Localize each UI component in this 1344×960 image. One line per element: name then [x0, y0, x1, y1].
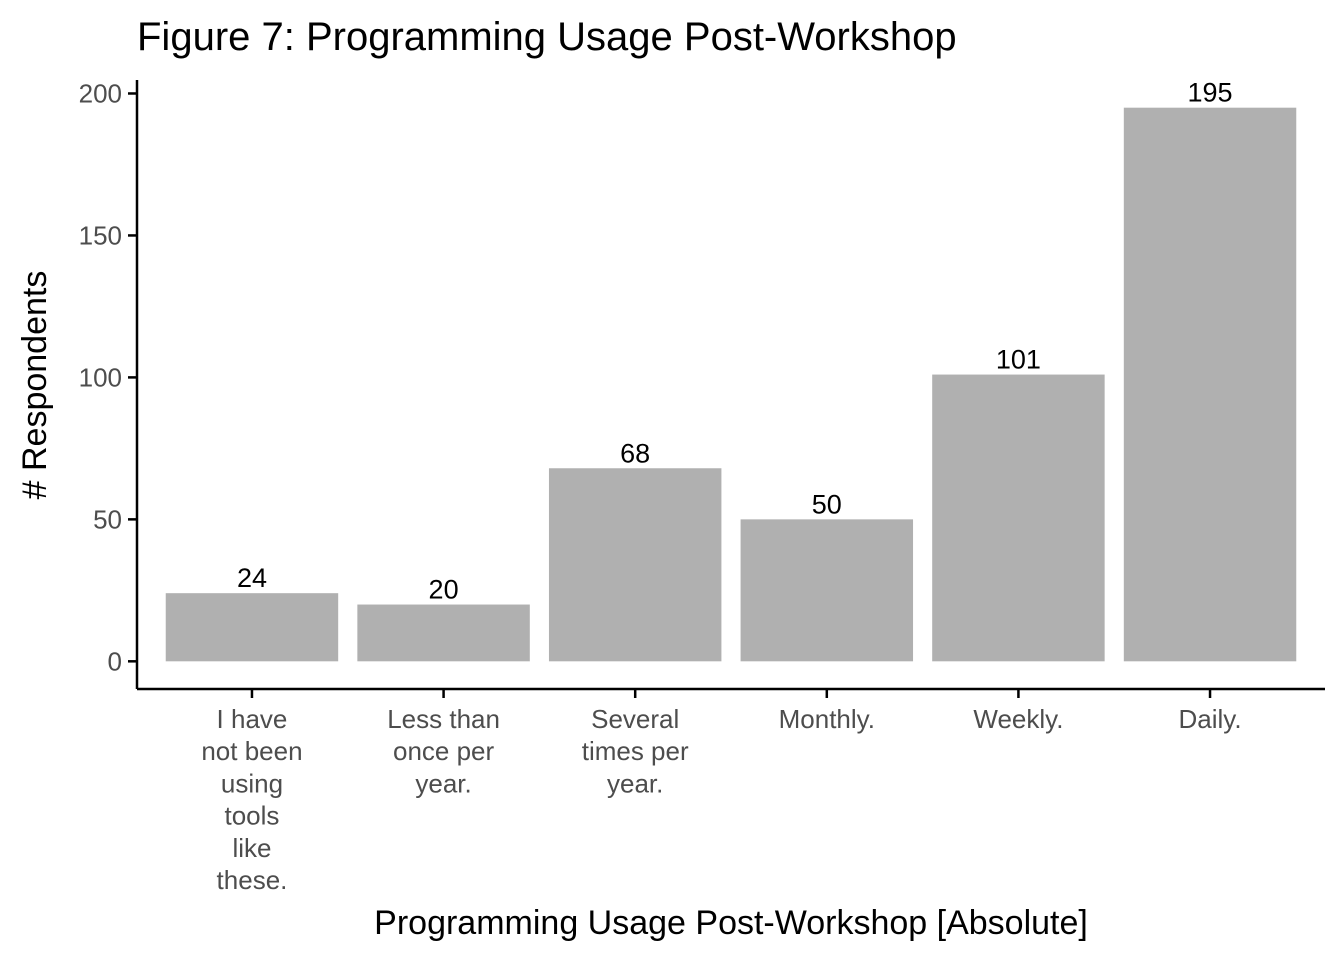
x-tick-label-2: Several times per year. [582, 704, 689, 798]
bar-4 [932, 374, 1105, 662]
data-label-4: 101 [996, 345, 1041, 375]
x-tick-label-1: Less than once per year. [387, 704, 500, 798]
y-tick-label-3: 150 [79, 220, 122, 250]
data-label-5: 195 [1188, 78, 1233, 108]
bar-5 [1123, 107, 1297, 662]
data-labels-layer: 24 20 68 50 101 195 [237, 78, 1233, 605]
y-tick-label-0: 0 [108, 646, 122, 676]
data-label-3: 50 [812, 489, 842, 519]
x-tick-label-0: I have not been using tools like these. [201, 704, 302, 895]
bar-0 [165, 593, 339, 662]
bars-layer [165, 107, 1297, 662]
data-label-0: 24 [237, 563, 267, 593]
x-tick-label-5: Daily. [1178, 704, 1241, 734]
y-axis-title: # Respondents [16, 271, 54, 500]
bar-3 [740, 519, 914, 662]
y-axis-ticks: 0 50 100 150 200 [79, 78, 137, 676]
bar-2 [548, 468, 722, 662]
x-tick-label-4: Weekly. [973, 704, 1063, 734]
y-tick-label-2: 100 [79, 362, 122, 392]
x-axis-title: Programming Usage Post-Workshop [Absolut… [374, 904, 1088, 942]
chart-title: Figure 7: Programming Usage Post-Worksho… [137, 15, 957, 59]
x-tick-label-3: Monthly. [779, 704, 875, 734]
data-label-2: 68 [620, 438, 650, 468]
x-axis-ticks: I have not been using tools like these. Less t… [201, 689, 1242, 895]
y-tick-label-1: 50 [93, 504, 122, 534]
y-tick-label-4: 200 [79, 78, 122, 108]
bar-1 [357, 604, 530, 662]
data-label-1: 20 [429, 575, 459, 605]
